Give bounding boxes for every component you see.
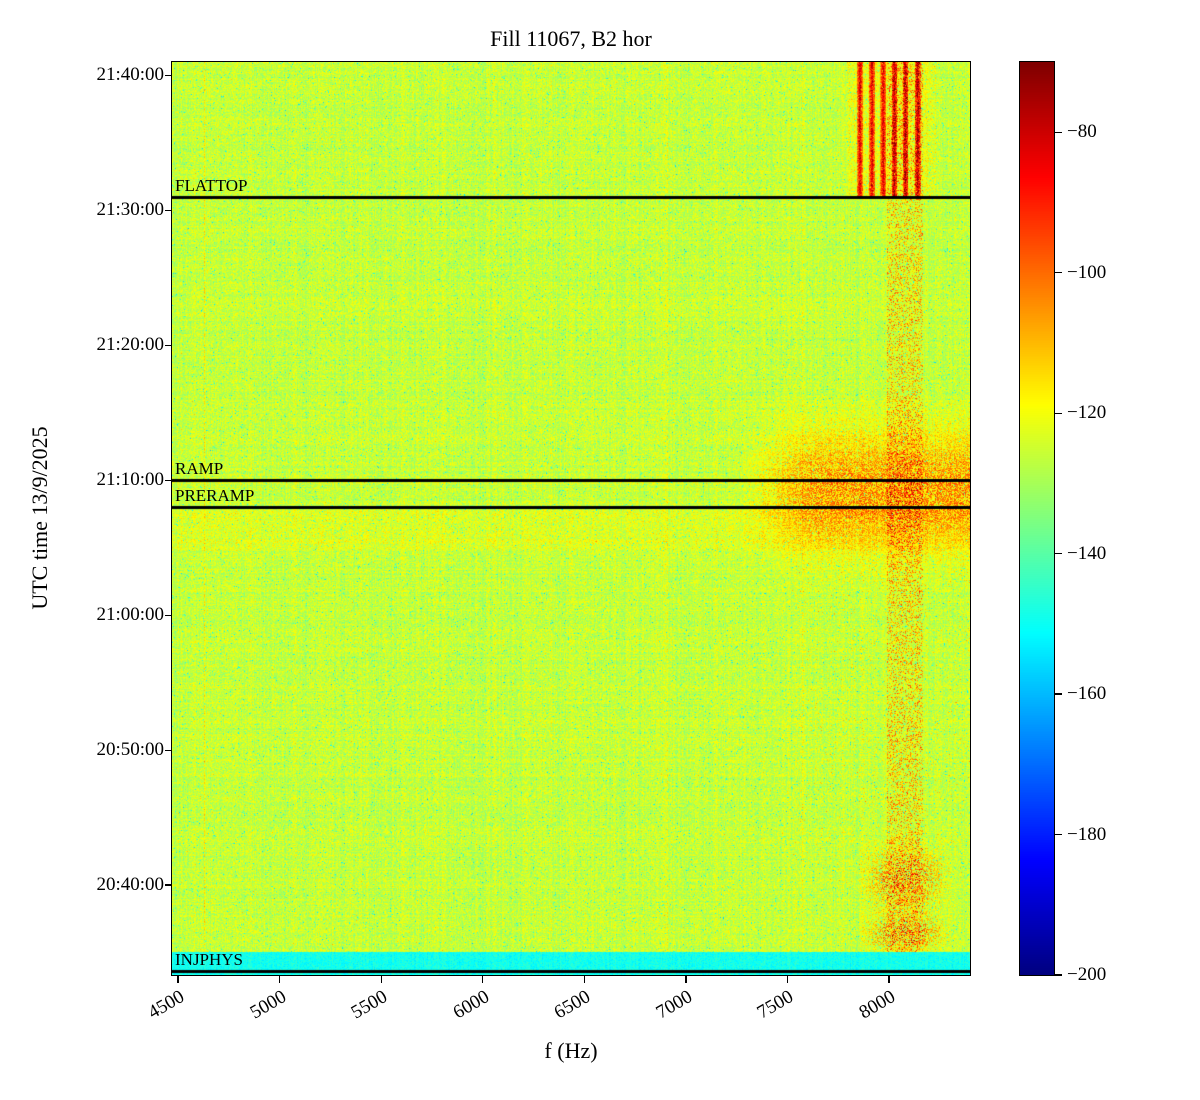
y-tick-label: 21:20:00 [96, 334, 164, 356]
y-tick-mark [165, 344, 172, 347]
x-tick-mark [177, 976, 179, 983]
x-axis-label: f (Hz) [544, 1038, 598, 1063]
y-tick-label: 21:10:00 [96, 469, 164, 491]
x-tick-mark [583, 976, 585, 983]
x-tick-mark [279, 976, 281, 983]
y-tick-mark [165, 209, 172, 212]
colorbar-tick-mark [1055, 693, 1062, 695]
x-tick-mark [888, 976, 890, 983]
y-tick-mark [165, 479, 172, 482]
x-tick-label: 6000 [449, 986, 493, 1024]
colorbar-tick-label: −120 [1067, 402, 1107, 424]
colorbar-tick-label: −100 [1067, 261, 1107, 283]
y-tick-label: 21:00:00 [96, 604, 164, 626]
x-tick-label: 4500 [144, 986, 189, 1024]
colorbar-tick-mark [1055, 272, 1062, 274]
annotation-flattop: FLATTOP [175, 175, 248, 195]
x-tick-label: 6500 [550, 986, 595, 1024]
y-tick-mark [165, 614, 172, 616]
x-tick-label: 8000 [855, 986, 899, 1024]
annotation-injphys: INJPHYS [175, 949, 244, 969]
y-tick-mark [165, 74, 172, 77]
colorbar-tick-label: −160 [1067, 683, 1107, 705]
colorbar-tick-label: −140 [1067, 542, 1107, 564]
colorbar-tick-mark [1055, 974, 1062, 976]
x-tick-label: 7500 [753, 986, 798, 1024]
colorbar-tick-mark [1055, 131, 1062, 134]
colorbar-tick-label: −200 [1067, 964, 1107, 985]
y-tick-label: 20:40:00 [96, 874, 164, 896]
x-tick-label: 5000 [246, 986, 290, 1024]
x-tick-mark [786, 976, 789, 983]
colorbar-tick-mark [1055, 833, 1062, 836]
y-tick-label: 20:50:00 [96, 739, 164, 761]
colorbar-tick-mark [1055, 412, 1062, 414]
spectrogram-heatmap [172, 62, 970, 975]
annotation-ramp: RAMP [175, 459, 224, 479]
chart-title: Fill 11067, B2 hor [490, 26, 652, 51]
colorbar-tick-label: −80 [1067, 121, 1097, 143]
y-tick-label: 21:40:00 [96, 64, 164, 86]
annotation-preramp: PRERAMP [175, 486, 255, 506]
colorbar [1020, 62, 1054, 975]
x-tick-label: 5500 [347, 986, 392, 1024]
x-tick-mark [380, 976, 382, 983]
x-tick-mark [685, 976, 687, 983]
x-tick-mark [482, 976, 484, 983]
colorbar-tick-mark [1055, 553, 1062, 555]
y-tick-label: 21:30:00 [96, 199, 164, 221]
colorbar-tick-label: −180 [1067, 823, 1107, 845]
y-tick-mark [165, 884, 172, 886]
x-tick-label: 7000 [652, 986, 696, 1024]
y-axis-label: UTC time 13/9/2025 [27, 426, 52, 610]
y-tick-mark [165, 749, 172, 751]
